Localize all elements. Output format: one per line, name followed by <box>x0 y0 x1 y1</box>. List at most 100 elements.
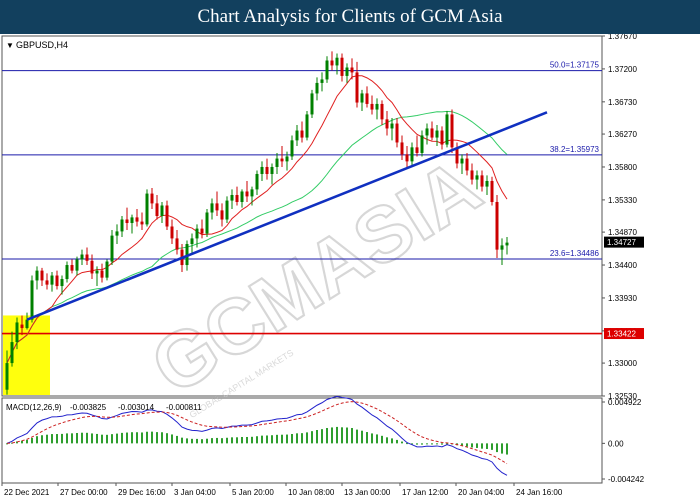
x-tick-label: 5 Jan 20:00 <box>232 488 274 497</box>
candle-body <box>55 275 59 287</box>
candle-body <box>215 203 219 211</box>
candle-body <box>25 319 29 329</box>
macd-histogram-bar <box>461 443 463 446</box>
chart-symbol: GBPUSD,H4 <box>16 40 68 50</box>
candle-body <box>20 324 24 329</box>
x-axis: 22 Dec 2021 27 Dec 00:00 29 Dec 16:00 3 Jan… <box>1 483 563 497</box>
candle-body <box>195 228 199 239</box>
candle-body <box>405 154 409 162</box>
candle-body <box>250 189 254 197</box>
macd-tick-label: 0.00 <box>608 439 624 448</box>
candle-body <box>230 194 234 201</box>
macd-histogram-bar <box>46 434 48 444</box>
macd-y-axis: 0.004922 0.00 -0.004242 <box>602 398 645 484</box>
macd-histogram-bar <box>411 443 413 445</box>
macd-histogram-bar <box>281 434 283 444</box>
macd-histogram-bar <box>101 434 103 444</box>
x-tick-label: 17 Jan 12:00 <box>402 488 449 497</box>
macd-histogram-bar <box>141 432 143 444</box>
macd-histogram-bar <box>321 429 323 444</box>
candle-body <box>265 166 269 174</box>
macd-label: MACD(12,26,9) <box>6 403 62 412</box>
candle-body <box>495 201 499 250</box>
fib-level-label: 23.6=1.34486 <box>550 249 600 258</box>
macd-histogram-bar <box>256 436 258 444</box>
banner-title: Chart Analysis for Clients of GCM Asia <box>197 6 503 27</box>
macd-histogram-bar <box>21 440 23 444</box>
x-tick-label: 24 Jan 16:00 <box>516 488 563 497</box>
candle-body <box>275 158 279 167</box>
price-chart: GCMASIA GLOBAL CAPITAL MARKETS 50.0=1.37… <box>1 34 645 497</box>
candle-body <box>290 140 294 157</box>
candle-body <box>435 130 439 138</box>
macd-histogram-bar <box>186 438 188 444</box>
candle-body <box>175 238 179 250</box>
macd-histogram-bar <box>211 438 213 444</box>
macd-histogram-bar <box>486 443 488 449</box>
candle-body <box>110 235 114 262</box>
candle-body <box>305 114 309 138</box>
macd-histogram-bar <box>51 434 53 444</box>
macd-histogram-bar <box>326 427 328 444</box>
macd-histogram-bar <box>501 443 503 454</box>
candle-body <box>205 212 209 234</box>
macd-histogram-bar <box>491 443 493 450</box>
candle-body <box>95 270 99 274</box>
candle-body <box>345 67 349 76</box>
candle-body <box>80 254 84 260</box>
x-tick-label: 13 Jan 00:00 <box>344 488 391 497</box>
macd-histogram-bar <box>406 443 408 445</box>
current-price-label: 1.34727 <box>607 238 636 247</box>
candle-body <box>330 60 334 66</box>
macd-histogram-bar <box>156 432 158 444</box>
chart-symbol-arrow: ▼ <box>6 41 14 50</box>
y-tick-label: 1.34400 <box>608 261 637 270</box>
macd-histogram-bar <box>126 432 128 444</box>
candle-body <box>365 93 369 104</box>
macd-histogram-bar <box>496 443 498 453</box>
macd-value-2: -0.003014 <box>118 403 155 412</box>
macd-histogram-bar <box>316 430 318 444</box>
main-panel-frame <box>1 35 603 397</box>
candle-body <box>340 57 344 76</box>
candle-body <box>500 245 504 250</box>
candle-body <box>120 219 124 232</box>
candle-body <box>320 79 324 83</box>
candle-body <box>15 322 19 343</box>
candle-body <box>285 156 289 162</box>
candle-body <box>90 260 94 274</box>
macd-histogram-bar <box>131 432 133 444</box>
y-tick-label: 1.32530 <box>608 392 637 401</box>
macd-histogram-bar <box>481 443 483 449</box>
candle-body <box>235 194 239 202</box>
macd-histogram-bar <box>271 435 273 444</box>
candle-body <box>125 219 129 224</box>
candle-body <box>30 280 34 320</box>
candle-body <box>160 205 164 216</box>
candle-body <box>490 180 494 202</box>
candle-body <box>455 147 459 164</box>
macd-histogram-bar <box>401 441 403 444</box>
candle-body <box>475 175 479 180</box>
macd-value-3: -0.000811 <box>166 403 202 412</box>
candle-body <box>480 175 484 187</box>
candle-body <box>200 228 204 234</box>
macd-histogram-bar <box>206 438 208 444</box>
macd-histogram-bar <box>201 439 203 444</box>
candle-body <box>300 130 304 138</box>
candle-body <box>210 203 214 213</box>
macd-histogram-bar <box>246 436 248 444</box>
candle-body <box>70 265 74 271</box>
x-tick-label: 22 Dec 2021 <box>4 488 50 497</box>
x-tick-label: 27 Dec 00:00 <box>60 488 108 497</box>
x-tick-label: 3 Jan 04:00 <box>174 488 216 497</box>
candle-body <box>190 238 194 245</box>
macd-histogram-bar <box>396 439 398 444</box>
y-tick-label: 1.33000 <box>608 359 637 368</box>
macd-histogram-bar <box>371 433 373 444</box>
moving-average-slow <box>6 110 508 364</box>
macd-histogram-bar <box>151 431 153 444</box>
candlesticks <box>5 51 509 395</box>
macd-histogram-bar <box>66 433 68 444</box>
macd-histogram-bar <box>336 426 338 444</box>
